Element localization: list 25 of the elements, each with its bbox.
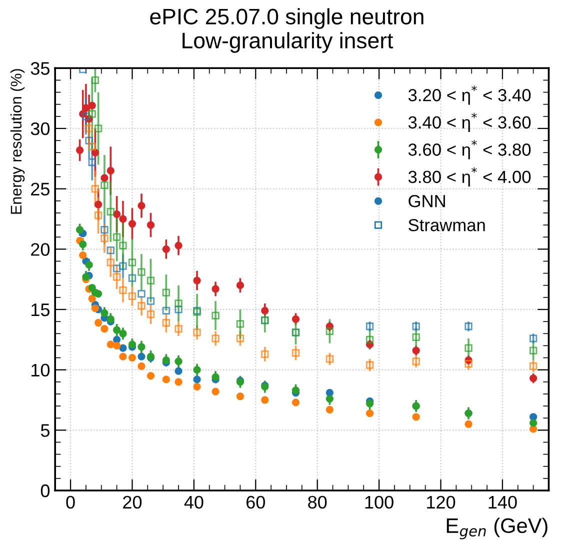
y-tick-label: 30: [30, 122, 50, 136]
x-tick-label: 0: [66, 496, 75, 509]
x-tick-label: 120: [427, 496, 456, 509]
x-tick-label: 60: [246, 496, 265, 509]
legend-label: 3.40 < η$^{*}$ < 3.60: [408, 112, 531, 132]
x-tick-label: 140: [488, 496, 517, 509]
y-tick-label: 25: [31, 182, 50, 196]
y-tick-label: 15: [32, 304, 50, 316]
legend-label: 3.60 < η$^{*}$ < 3.80: [408, 140, 531, 160]
y-tick-label: 20: [31, 243, 50, 256]
annotation: GNN: [408, 194, 445, 208]
x-tick-label: 20: [123, 496, 142, 509]
x-tick-label: 80: [308, 496, 327, 509]
y-tick-label: 5: [40, 424, 50, 437]
x-tick-label: 40: [184, 496, 204, 509]
y-axis-title: Energy resolution (%): [10, 69, 25, 214]
chart-title: ePIC 25.07.0 single neutron Low-granularity insert: [150, 8, 424, 53]
legend-label: 3.80 < η$^{*}$ < 4.00: [408, 167, 531, 187]
y-tick-label: 35: [30, 62, 50, 75]
y-tick-label: 10: [32, 364, 50, 377]
legend-label: 3.20 < η$^{*}$ < 3.40: [408, 85, 531, 105]
annotation: Strawman: [408, 218, 485, 232]
x-axis-title: E$_{gen}$ (GeV): [446, 518, 548, 540]
x-tick-label: 100: [365, 496, 394, 509]
y-tick-label: 0: [40, 484, 50, 498]
